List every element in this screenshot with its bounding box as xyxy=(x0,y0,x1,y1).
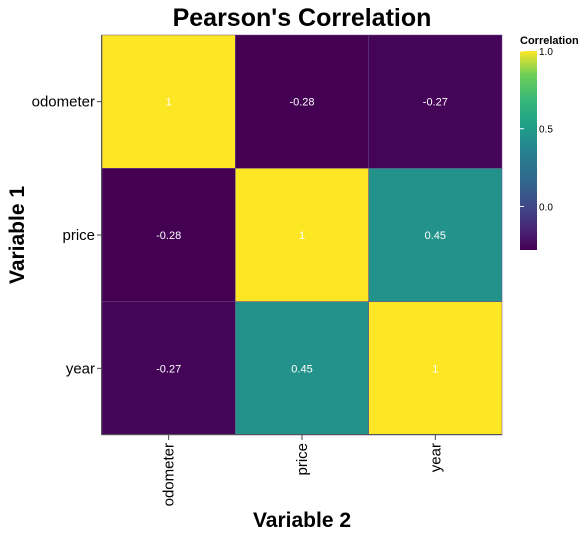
cell-value-label: -0.27 xyxy=(423,97,448,109)
heatmap-cell-labels: 1 -0.28 -0.27 -0.28 1 0.45 -0.27 0.45 1 xyxy=(156,97,448,376)
legend-tick-label: 0.0 xyxy=(539,202,553,213)
heatmap-cell-price-price xyxy=(235,168,369,302)
cell-value-label: 1 xyxy=(432,363,438,375)
legend-ticks: 1.0 0.5 0.0 xyxy=(520,47,553,213)
cell-value-label: 0.45 xyxy=(425,230,446,242)
x-tick-label: price xyxy=(294,443,311,476)
cell-value-label: 1 xyxy=(299,230,305,242)
heatmap-cell-year-price xyxy=(235,301,369,436)
legend-colorbar xyxy=(520,51,537,250)
heatmap-cell-odometer-price xyxy=(235,34,369,169)
y-tick-label: price xyxy=(62,227,95,244)
cell-value-label: -0.28 xyxy=(156,230,181,242)
y-axis-title: Variable 1 xyxy=(6,186,29,284)
heatmap-cell-odometer-odometer xyxy=(101,34,236,169)
chart-title: Pearson's Correlation xyxy=(173,4,432,32)
cell-value-label: -0.27 xyxy=(156,363,181,375)
x-tick-label: year xyxy=(427,443,444,472)
y-axis-ticks: odometer price year xyxy=(32,94,102,377)
y-tick-label: year xyxy=(66,360,95,377)
legend-title: Correlation xyxy=(520,35,579,47)
y-tick-label: odometer xyxy=(32,94,95,111)
legend-tick-label: 0.5 xyxy=(539,125,553,136)
heatmap-cell-price-year xyxy=(368,168,503,302)
cell-value-label: 1 xyxy=(166,97,172,109)
heatmap-cells xyxy=(101,34,503,436)
color-legend: Correlation 1.0 0.5 0.0 xyxy=(520,35,579,250)
x-axis-title: Variable 2 xyxy=(253,509,351,532)
cell-value-label: -0.28 xyxy=(289,97,314,109)
x-axis-ticks: odometer price year xyxy=(161,435,444,506)
heatmap-cell-year-odometer xyxy=(101,301,236,436)
cell-value-label: 0.45 xyxy=(291,363,312,375)
legend-tick-label: 1.0 xyxy=(539,47,553,58)
heatmap-cell-price-odometer xyxy=(101,168,236,302)
heatmap-cell-odometer-year xyxy=(368,34,503,169)
x-tick-label: odometer xyxy=(161,443,178,506)
